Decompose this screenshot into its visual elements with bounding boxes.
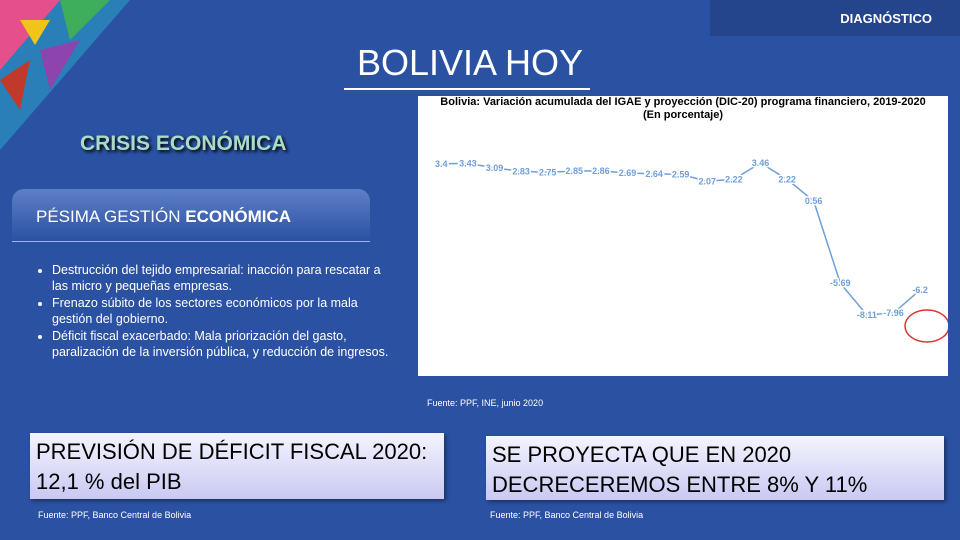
data-label: -8.11 xyxy=(857,310,877,320)
chart-subtitle: (En porcentaje) xyxy=(642,109,724,121)
chart: Bolivia: Variación acumulada del IGAE y … xyxy=(434,96,948,343)
box-title-plain: PÉSIMA GESTIÓN xyxy=(36,207,181,226)
data-label: 2.85 xyxy=(566,166,584,176)
data-label: 2.86 xyxy=(592,166,610,176)
data-label: 3.43 xyxy=(459,158,477,168)
heading: CRISIS ECONÓMICA xyxy=(80,132,287,155)
box-title: PÉSIMA GESTIÓN ECONÓMICA xyxy=(36,207,291,227)
data-label: 3.46 xyxy=(752,158,770,168)
chart-source: Fuente: PPF, INE, junio 2020 xyxy=(427,398,544,408)
banner xyxy=(710,0,960,36)
data-label: -7.96 xyxy=(883,308,904,318)
title-underline xyxy=(344,88,590,90)
data-label: 3.4 xyxy=(435,159,448,169)
bullet: Frenazo súbito de los sectores económico… xyxy=(52,295,392,327)
data-label: 2.22 xyxy=(778,174,796,184)
callout-source: Fuente: PPF, Banco Central de Bolivia xyxy=(38,510,192,520)
chart-title: Bolivia: Variación acumulada del IGAE y … xyxy=(440,96,926,108)
data-label: 2.64 xyxy=(645,169,663,179)
data-label: 3.09 xyxy=(486,163,504,173)
data-label: 2.22 xyxy=(725,174,743,184)
data-label: 2.75 xyxy=(539,167,557,177)
bullet: Destrucción del tejido empresarial: inac… xyxy=(52,262,392,294)
box-header xyxy=(12,189,370,242)
section-label: DIAGNÓSTICO xyxy=(840,11,932,26)
data-label: 2.83 xyxy=(512,166,530,176)
data-label: 2.69 xyxy=(619,168,637,178)
data-label: -5.69 xyxy=(830,278,851,288)
data-label: 2.59 xyxy=(672,169,690,179)
highlight-circle xyxy=(904,309,948,343)
callout: SE PROYECTA QUE EN 2020 DECRECEREMOS ENT… xyxy=(486,436,944,500)
data-label: 2.07 xyxy=(699,176,717,186)
line xyxy=(441,162,921,316)
slide-title: BOLIVIA HOY xyxy=(356,42,584,83)
chart-panel xyxy=(418,96,948,376)
decor xyxy=(0,0,130,150)
callout: PREVISIÓN DE DÉFICIT FISCAL 2020: 12,1 %… xyxy=(30,433,444,499)
chart-title-block: Bolivia: Variación acumulada del IGAE y … xyxy=(438,96,928,122)
bullet: Déficit fiscal exacerbado: Mala prioriza… xyxy=(52,328,392,360)
callout-source: Fuente: PPF, Banco Central de Bolivia xyxy=(490,510,644,520)
data-label: -6.2 xyxy=(912,285,928,295)
data-label: 0.56 xyxy=(805,196,823,206)
box-title-bold: ECONÓMICA xyxy=(185,207,292,226)
bullet-list: Destrucción del tejido empresarial: inac… xyxy=(30,262,392,361)
